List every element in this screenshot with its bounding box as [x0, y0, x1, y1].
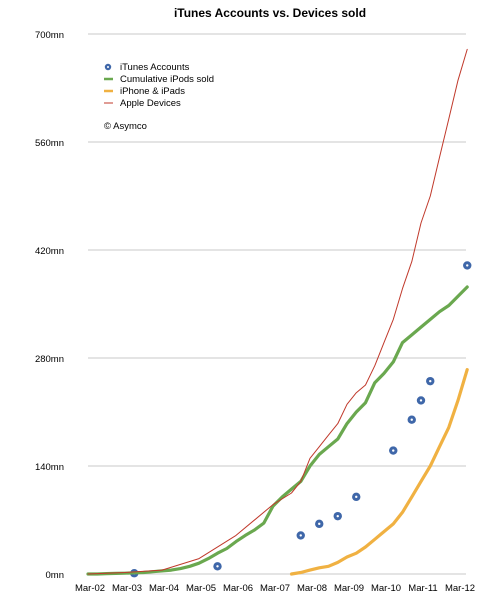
legend-label: iTunes Accounts — [120, 62, 190, 73]
y-tick-label: 0mn — [46, 570, 64, 581]
legend-label: iPhone & iPads — [120, 86, 185, 97]
x-tick-label: Mar-05 — [186, 583, 216, 594]
x-axis-ticks: Mar-02 Mar-03 Mar-04 Mar-05 Mar-06 Mar-07 Mar-… — [75, 583, 475, 594]
y-tick-label: 140mn — [35, 462, 64, 473]
x-tick-label: Mar-09 — [334, 583, 364, 594]
y-tick-label: 420mn — [35, 246, 64, 257]
series-line-cumulative-ipods-sold — [86, 285, 469, 576]
x-tick-label: Mar-06 — [223, 583, 253, 594]
x-tick-label: Mar-11 — [408, 583, 437, 594]
grid-layer — [88, 33, 466, 575]
legend-label: Cumulative iPods sold — [120, 74, 214, 85]
y-axis-ticks: 0mn 140mn 280mn 420mn 560mn 700mn — [35, 30, 64, 581]
series-line-iphone-ipads — [289, 368, 469, 576]
scatter-point-center — [392, 449, 395, 452]
series-line-apple-devices — [87, 48, 468, 575]
x-tick-label: Mar-10 — [371, 583, 401, 594]
scatter-point-center — [419, 399, 423, 402]
x-tick-label: Mar-12 — [445, 583, 475, 594]
x-tick-label: Mar-03 — [112, 583, 142, 594]
scatter-point-center — [466, 264, 469, 267]
scatter-point-center — [410, 418, 413, 421]
scatter-point-center — [355, 495, 358, 499]
scatter-point-center — [299, 534, 302, 537]
scatter-point-center — [318, 522, 321, 526]
scatter-point-center — [216, 565, 219, 568]
scatter-point-center — [336, 514, 339, 518]
legend-marker-center — [107, 66, 109, 68]
y-tick-label: 280mn — [35, 354, 64, 365]
x-tick-label: Mar-07 — [260, 583, 290, 594]
x-tick-label: Mar-04 — [149, 583, 179, 594]
series-layer — [86, 48, 472, 578]
legend-label: Apple Devices — [120, 98, 181, 109]
copyright-annotation: © Asymco — [104, 121, 147, 132]
y-tick-label: 700mn — [35, 30, 64, 41]
x-tick-label: Mar-08 — [297, 583, 327, 594]
x-tick-label: Mar-02 — [75, 583, 105, 594]
chart-title: iTunes Accounts vs. Devices sold — [174, 6, 366, 20]
y-tick-label: 560mn — [35, 138, 64, 149]
scatter-point-center — [429, 379, 432, 383]
